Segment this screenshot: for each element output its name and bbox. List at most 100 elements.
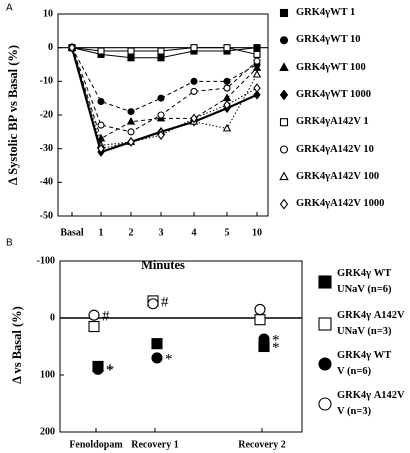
data-point <box>223 84 231 92</box>
x-tick-label: 1 <box>99 227 104 238</box>
legend-label: GRK4γ A142V UNaV (n=3) <box>337 310 405 337</box>
x-tick-label: 2 <box>129 227 134 238</box>
legend-label: GRK4γWT 1 <box>296 7 356 18</box>
legend-marker <box>279 171 289 181</box>
data-point <box>88 309 100 321</box>
data-point <box>254 303 266 316</box>
y-tick-label: 100 <box>40 369 55 380</box>
data-point <box>147 298 159 310</box>
data-point <box>151 338 163 350</box>
data-point <box>253 83 261 93</box>
data-point <box>97 47 105 55</box>
data-point <box>253 89 261 100</box>
legend-label: GRK4γA142V 1 <box>296 116 369 128</box>
data-point <box>127 54 135 62</box>
y-tick-label: 10 <box>43 8 53 19</box>
x-axis-label: Minutes <box>141 258 185 272</box>
legend-label: GRK4γA142V 10 <box>296 143 374 155</box>
annotation: * <box>272 340 280 356</box>
data-point <box>190 44 198 52</box>
legend-marker <box>279 8 289 18</box>
data-point <box>157 47 165 55</box>
data-point <box>222 123 232 132</box>
data-point <box>127 137 135 147</box>
y-tick-label: -20 <box>40 109 53 120</box>
x-tick-label: Basal <box>60 227 84 238</box>
legend-label: GRK4γA142V 100 <box>296 170 380 182</box>
x-tick-label: Recovery 2 <box>238 439 285 450</box>
legend-label: GRK4γ WT V (n=6) <box>337 350 392 377</box>
data-point <box>97 121 105 129</box>
y-tick-label: 0 <box>48 42 53 53</box>
annotation: * <box>165 351 173 367</box>
y-axis-label: Δ Systolic BP vs Basal (%) <box>6 45 20 185</box>
plot-frame <box>59 260 303 433</box>
legend-marker <box>279 89 289 101</box>
legend-marker <box>318 397 332 411</box>
annotation: + <box>106 360 114 376</box>
legend-marker <box>279 62 289 71</box>
data-point <box>127 108 135 116</box>
legend-label: GRK4γA142V 1000 <box>296 198 385 210</box>
panel-label: B <box>6 238 13 249</box>
annotation: # <box>102 309 110 325</box>
annotation: * <box>106 363 114 379</box>
data-point <box>88 320 100 333</box>
legend-label: GRK4γWT 1000 <box>296 88 372 100</box>
legend-label: GRK4γWT 100 <box>296 61 366 73</box>
data-point <box>222 93 232 102</box>
annotation: * <box>272 333 280 349</box>
y-tick-label: -50 <box>40 210 53 221</box>
legend-marker <box>318 275 332 289</box>
legend-label: GRK4γWT 10 <box>296 34 361 46</box>
data-point <box>190 113 198 124</box>
x-tick-label: Fenoldopam <box>69 439 123 450</box>
x-tick-label: 4 <box>192 227 197 238</box>
y-axis-label: Δ vs Basal (%) <box>10 306 24 384</box>
annotation: # <box>161 294 169 310</box>
data-point <box>223 100 231 110</box>
data-point <box>157 94 165 102</box>
data-point <box>252 69 262 78</box>
x-tick-label: 5 <box>225 227 230 238</box>
data-point <box>126 116 136 125</box>
data-point <box>254 314 266 326</box>
y-tick-label: -40 <box>40 177 53 188</box>
data-point <box>127 128 135 136</box>
y-tick-label: 200 <box>40 426 55 437</box>
y-tick-label: 0 <box>50 312 55 323</box>
legend-label: GRK4γ WT UNaV (n=6) <box>337 268 392 295</box>
data-point <box>190 77 198 85</box>
data-point <box>258 333 270 345</box>
legend-marker <box>279 118 289 127</box>
legend-marker <box>318 357 332 371</box>
panel-label: A <box>6 3 13 14</box>
legend-marker <box>279 198 289 210</box>
data-point <box>223 77 231 85</box>
legend-label: GRK4γ A142V V (n=3) <box>337 390 405 417</box>
x-tick-label: 3 <box>159 227 164 238</box>
legend-marker <box>279 145 289 154</box>
data-point <box>97 143 105 154</box>
data-point <box>190 87 198 95</box>
y-tick-label: -30 <box>40 143 53 154</box>
x-tick-label: Recovery 1 <box>131 439 178 450</box>
data-point <box>92 363 104 375</box>
y-tick-label: -10 <box>40 76 53 87</box>
data-point <box>253 44 261 52</box>
data-point <box>223 44 231 52</box>
legend-marker <box>318 317 332 331</box>
data-point <box>68 42 76 53</box>
data-point <box>157 130 165 141</box>
legend-marker <box>279 36 289 45</box>
x-tick-label: 10 <box>252 227 262 238</box>
data-point <box>157 111 165 119</box>
data-point <box>157 54 165 62</box>
data-point <box>253 50 261 58</box>
data-point <box>127 47 135 55</box>
data-point <box>151 352 163 364</box>
data-point <box>97 97 105 106</box>
y-tick-label: -100 <box>37 255 55 266</box>
